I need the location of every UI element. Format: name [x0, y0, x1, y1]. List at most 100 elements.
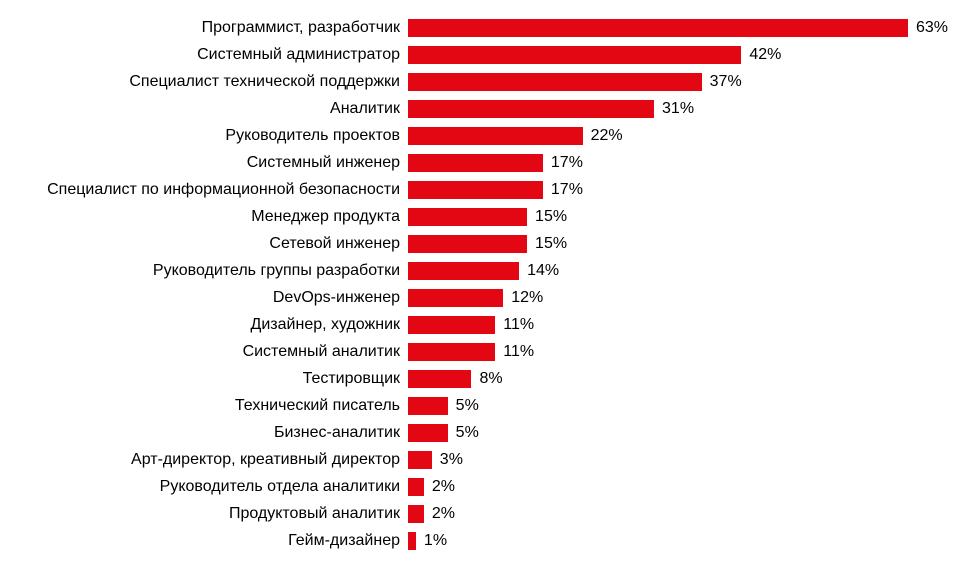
bar-area: 3% [408, 446, 928, 473]
bar [408, 100, 654, 118]
value-label: 15% [535, 235, 567, 253]
value-label: 42% [749, 46, 781, 64]
chart-row: DevOps-инженер 12% [0, 284, 959, 311]
bar-area: 5% [408, 419, 928, 446]
bar-area: 11% [408, 338, 928, 365]
category-label: Сетевой инженер [0, 236, 408, 252]
category-label: Специалист по информационной безопасност… [0, 182, 408, 198]
category-label: Аналитик [0, 101, 408, 117]
category-label: Руководитель отдела аналитики [0, 479, 408, 495]
bar [408, 289, 503, 307]
value-label: 11% [503, 343, 534, 361]
category-label: Бизнес-аналитик [0, 425, 408, 441]
bar [408, 19, 908, 37]
value-label: 5% [456, 424, 479, 442]
category-label: Программист, разработчик [0, 20, 408, 36]
bar-area: 17% [408, 176, 928, 203]
category-label: Руководитель проектов [0, 128, 408, 144]
category-label: Руководитель группы разработки [0, 263, 408, 279]
value-label: 12% [511, 289, 543, 307]
chart-row: Руководитель отдела аналитики 2% [0, 473, 959, 500]
value-label: 15% [535, 208, 567, 226]
chart-row: Технический писатель 5% [0, 392, 959, 419]
category-label: Тестировщик [0, 371, 408, 387]
chart-row: Менеджер продукта 15% [0, 203, 959, 230]
value-label: 17% [551, 154, 583, 172]
bar-area: 14% [408, 257, 928, 284]
value-label: 3% [440, 451, 463, 469]
chart-row: Руководитель проектов 22% [0, 122, 959, 149]
bar [408, 532, 416, 550]
bar [408, 370, 471, 388]
bar-area: 1% [408, 527, 928, 554]
bar-area: 42% [408, 41, 928, 68]
value-label: 14% [527, 262, 559, 280]
value-label: 63% [916, 19, 948, 37]
chart-row: Аналитик 31% [0, 95, 959, 122]
bar-area: 11% [408, 311, 928, 338]
bar [408, 343, 495, 361]
bar [408, 208, 527, 226]
bar-area: 5% [408, 392, 928, 419]
value-label: 2% [432, 478, 455, 496]
bar [408, 154, 543, 172]
chart-row: Системный инженер 17% [0, 149, 959, 176]
bar [408, 316, 495, 334]
chart-row: Руководитель группы разработки 14% [0, 257, 959, 284]
category-label: Продуктовый аналитик [0, 506, 408, 522]
bar [408, 505, 424, 523]
bar [408, 397, 448, 415]
category-label: Гейм-дизайнер [0, 533, 408, 549]
value-label: 5% [456, 397, 479, 415]
bar [408, 451, 432, 469]
category-label: Специалист технической поддержки [0, 74, 408, 90]
chart-row: Системный администратор 42% [0, 41, 959, 68]
chart-row: Бизнес-аналитик 5% [0, 419, 959, 446]
chart-row: Сетевой инженер 15% [0, 230, 959, 257]
category-label: Менеджер продукта [0, 209, 408, 225]
value-label: 2% [432, 505, 455, 523]
category-label: Системный администратор [0, 47, 408, 63]
bar [408, 181, 543, 199]
chart-row: Системный аналитик 11% [0, 338, 959, 365]
value-label: 37% [710, 73, 742, 91]
value-label: 11% [503, 316, 534, 334]
bar-area: 12% [408, 284, 928, 311]
bar-area: 15% [408, 230, 928, 257]
bar [408, 46, 741, 64]
category-label: Дизайнер, художник [0, 317, 408, 333]
bar-area: 15% [408, 203, 928, 230]
value-label: 22% [591, 127, 623, 145]
value-label: 17% [551, 181, 583, 199]
bar-area: 31% [408, 95, 928, 122]
category-label: Системный инженер [0, 155, 408, 171]
chart-row: Гейм-дизайнер 1% [0, 527, 959, 554]
bar [408, 235, 527, 253]
category-label: Системный аналитик [0, 344, 408, 360]
category-label: Арт-директор, креативный директор [0, 452, 408, 468]
bar-area: 37% [408, 68, 928, 95]
horizontal-bar-chart: Программист, разработчик 63% Системный адм… [0, 0, 959, 570]
bar [408, 262, 519, 280]
chart-row: Продуктовый аналитик 2% [0, 500, 959, 527]
bar-area: 8% [408, 365, 928, 392]
chart-row: Дизайнер, художник 11% [0, 311, 959, 338]
bar-area: 63% [408, 14, 948, 41]
chart-row: Программист, разработчик 63% [0, 14, 959, 41]
bar-area: 17% [408, 149, 928, 176]
category-label: Технический писатель [0, 398, 408, 414]
bar-area: 2% [408, 500, 928, 527]
bar [408, 73, 702, 91]
chart-row: Специалист по информационной безопасност… [0, 176, 959, 203]
value-label: 31% [662, 100, 694, 118]
value-label: 1% [424, 532, 447, 550]
chart-row: Специалист технической поддержки 37% [0, 68, 959, 95]
category-label: DevOps-инженер [0, 290, 408, 306]
bar [408, 478, 424, 496]
chart-row: Арт-директор, креативный директор 3% [0, 446, 959, 473]
bar-area: 22% [408, 122, 928, 149]
bar [408, 424, 448, 442]
bar [408, 127, 583, 145]
bar-area: 2% [408, 473, 928, 500]
chart-row: Тестировщик8% [0, 365, 959, 392]
